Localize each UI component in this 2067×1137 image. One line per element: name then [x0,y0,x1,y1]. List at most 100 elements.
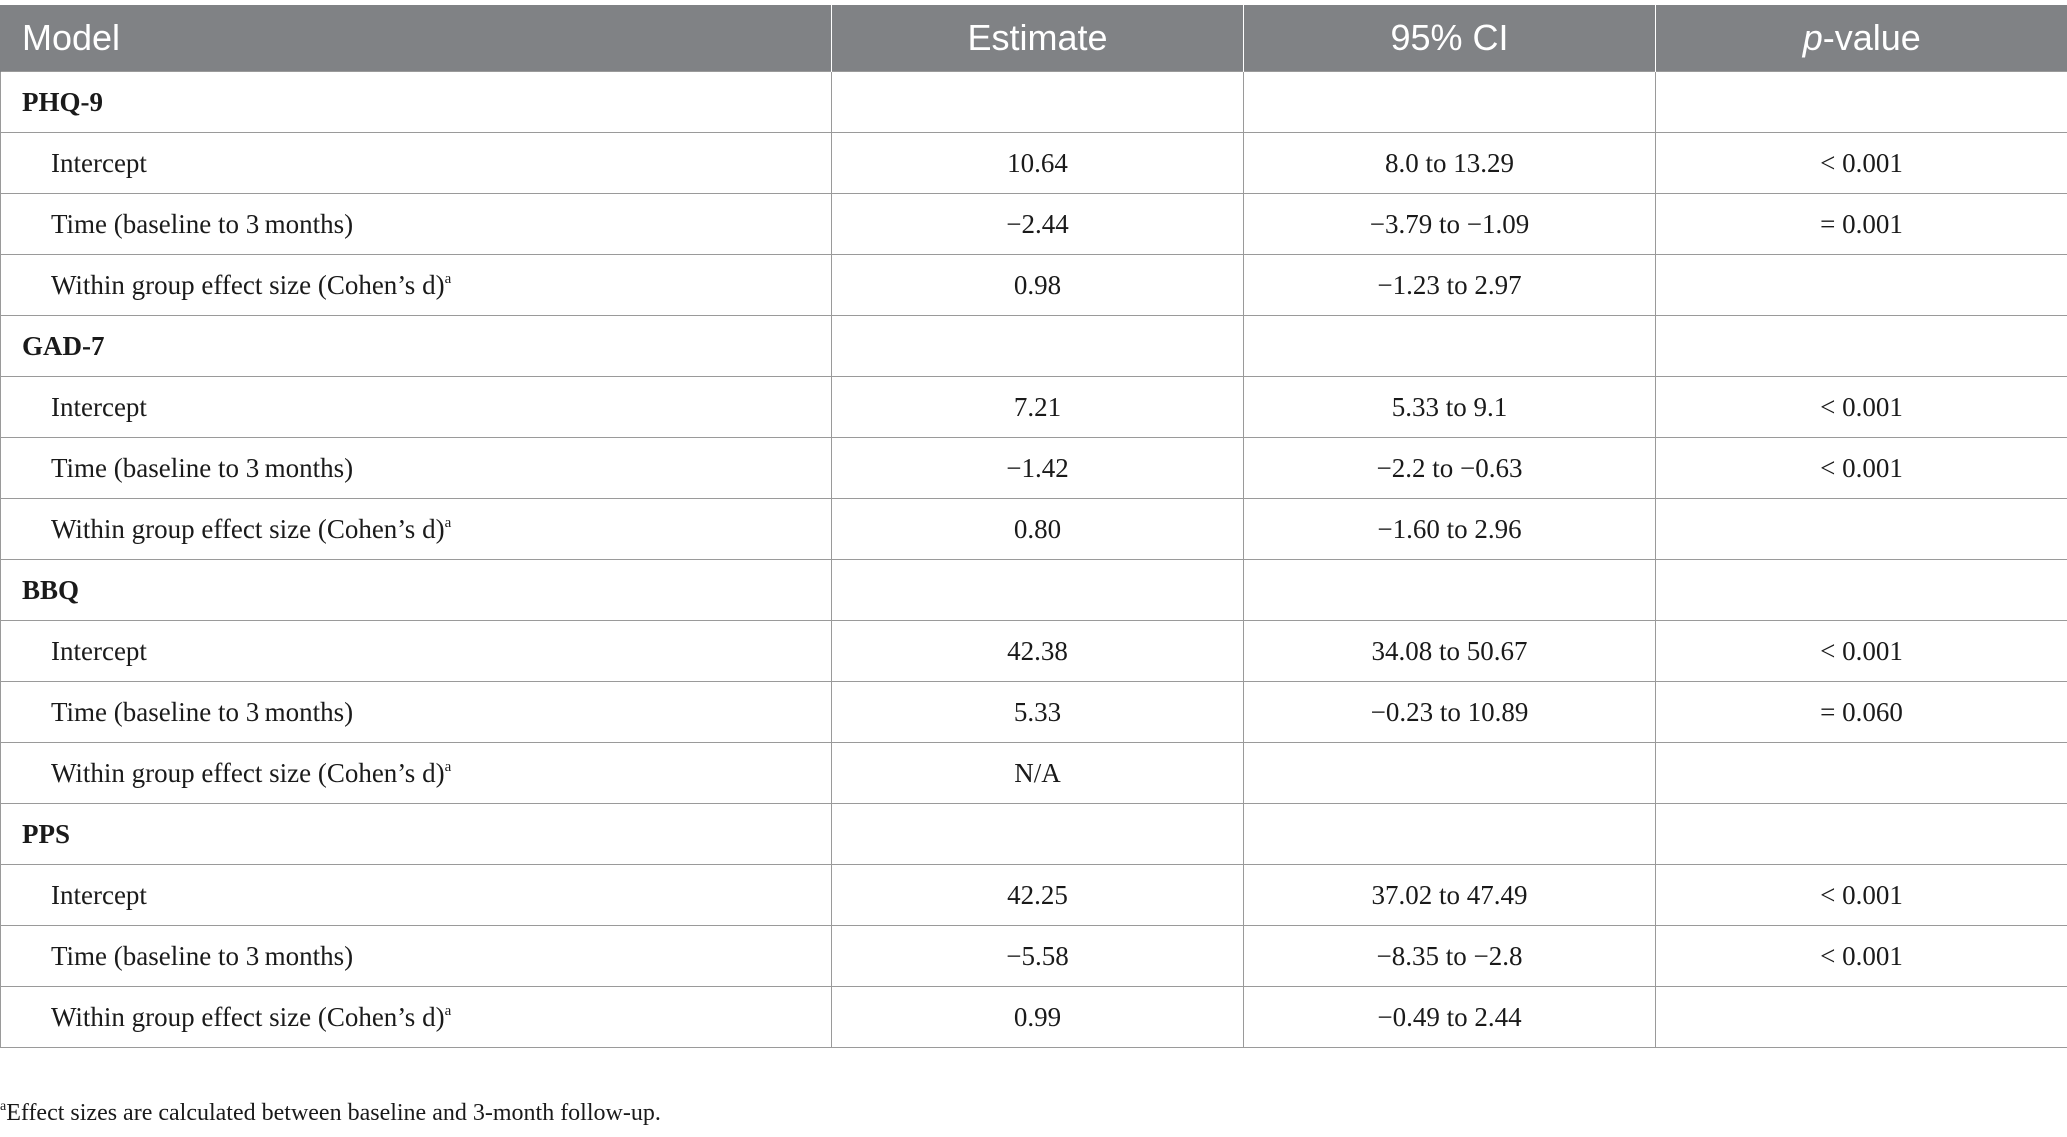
table-row: Within group effect size (Cohen’s d)a 0.… [0,254,2067,316]
estimate-cell: 42.25 [831,864,1244,926]
row-label-text: Within group effect size (Cohen’s d) [51,757,445,788]
estimate-cell: 0.98 [831,254,1244,316]
row-label-text: Within group effect size (Cohen’s d) [51,1001,445,1032]
empty-cell [831,803,1244,865]
row-label-effect-size: Within group effect size (Cohen’s d)a [0,254,832,316]
p-value-cell: < 0.001 [1655,437,2067,499]
row-label-text: Within group effect size (Cohen’s d) [51,513,445,544]
ci-cell: −0.23 to 10.89 [1243,681,1656,743]
estimate-cell: 0.99 [831,986,1244,1048]
row-label: Intercept [0,864,832,926]
estimate-cell: 42.38 [831,620,1244,682]
p-value-cell [1655,498,2067,560]
column-header-estimate: Estimate [831,5,1244,72]
row-label: Time (baseline to 3 months) [0,681,832,743]
table-row: Within group effect size (Cohen’s d)a 0.… [0,986,2067,1048]
estimate-cell: −5.58 [831,925,1244,987]
table-row: Intercept 42.38 34.08 to 50.67 < 0.001 [0,620,2067,682]
table-row: Time (baseline to 3 months) −5.58 −8.35 … [0,925,2067,987]
ci-cell: 5.33 to 9.1 [1243,376,1656,438]
row-label-text: Within group effect size (Cohen’s d) [51,269,445,300]
table-row: Time (baseline to 3 months) −1.42 −2.2 t… [0,437,2067,499]
group-name: GAD-7 [0,315,832,377]
ci-cell: 8.0 to 13.29 [1243,132,1656,194]
table-row: Within group effect size (Cohen’s d)a N/… [0,742,2067,804]
ci-cell: 37.02 to 47.49 [1243,864,1656,926]
ci-cell [1243,742,1656,804]
estimate-cell: 7.21 [831,376,1244,438]
table-row: Intercept 7.21 5.33 to 9.1 < 0.001 [0,376,2067,438]
group-name: PPS [0,803,832,865]
p-value-cell [1655,742,2067,804]
empty-cell [1655,803,2067,865]
row-label-effect-size: Within group effect size (Cohen’s d)a [0,986,832,1048]
empty-cell [1243,559,1656,621]
ci-cell: −2.2 to −0.63 [1243,437,1656,499]
empty-cell [831,559,1244,621]
table-row: Time (baseline to 3 months) 5.33 −0.23 t… [0,681,2067,743]
footnote-marker: a [444,270,452,287]
footnote-text: Effect sizes are calculated between base… [6,1100,661,1126]
p-value-cell [1655,254,2067,316]
footnote-marker: a [0,1099,7,1114]
group-name: BBQ [0,559,832,621]
p-value-cell: = 0.060 [1655,681,2067,743]
column-header-model: Model [0,5,832,72]
table-row: Time (baseline to 3 months) −2.44 −3.79 … [0,193,2067,255]
p-value-cell [1655,986,2067,1048]
group-row: PPS [0,803,2067,865]
table-row: Within group effect size (Cohen’s d)a 0.… [0,498,2067,560]
results-table: Model Estimate 95% CI p-value PHQ-9 Inte… [0,5,2067,1048]
ci-cell: −8.35 to −2.8 [1243,925,1656,987]
row-label: Intercept [0,132,832,194]
table-row: Intercept 10.64 8.0 to 13.29 < 0.001 [0,132,2067,194]
ci-cell: −1.60 to 2.96 [1243,498,1656,560]
footnote-marker: a [444,514,452,531]
p-rest: -value [1822,17,1921,58]
estimate-cell: 0.80 [831,498,1244,560]
p-value-cell: < 0.001 [1655,620,2067,682]
results-table-container: Model Estimate 95% CI p-value PHQ-9 Inte… [0,5,2067,1048]
empty-cell [1655,559,2067,621]
estimate-cell: 5.33 [831,681,1244,743]
empty-cell [1655,71,2067,133]
footnote-marker: a [444,758,452,775]
ci-cell: −0.49 to 2.44 [1243,986,1656,1048]
ci-cell: −3.79 to −1.09 [1243,193,1656,255]
row-label: Time (baseline to 3 months) [0,193,832,255]
column-header-p-value: p-value [1655,5,2067,72]
ci-cell: −1.23 to 2.97 [1243,254,1656,316]
row-label-effect-size: Within group effect size (Cohen’s d)a [0,742,832,804]
row-label: Intercept [0,620,832,682]
p-value-cell: < 0.001 [1655,376,2067,438]
empty-cell [1243,71,1656,133]
p-value-cell: < 0.001 [1655,864,2067,926]
empty-cell [1655,315,2067,377]
p-italic: p [1802,17,1823,58]
row-label-effect-size: Within group effect size (Cohen’s d)a [0,498,832,560]
table-row: Intercept 42.25 37.02 to 47.49 < 0.001 [0,864,2067,926]
p-value-cell: < 0.001 [1655,132,2067,194]
empty-cell [1243,315,1656,377]
estimate-cell: −2.44 [831,193,1244,255]
p-value-cell: = 0.001 [1655,193,2067,255]
estimate-cell: N/A [831,742,1244,804]
p-value-cell: < 0.001 [1655,925,2067,987]
row-label: Time (baseline to 3 months) [0,437,832,499]
estimate-cell: −1.42 [831,437,1244,499]
footnote-marker: a [444,1002,452,1019]
group-name: PHQ-9 [0,71,832,133]
column-header-ci: 95% CI [1243,5,1656,72]
estimate-cell: 10.64 [831,132,1244,194]
group-row: BBQ [0,559,2067,621]
empty-cell [831,315,1244,377]
row-label: Intercept [0,376,832,438]
group-row: GAD-7 [0,315,2067,377]
empty-cell [1243,803,1656,865]
table-header-row: Model Estimate 95% CI p-value [0,5,2067,72]
empty-cell [831,71,1244,133]
row-label: Time (baseline to 3 months) [0,925,832,987]
ci-cell: 34.08 to 50.67 [1243,620,1656,682]
group-row: PHQ-9 [0,71,2067,133]
table-footnote: aEffect sizes are calculated between bas… [0,1100,661,1127]
